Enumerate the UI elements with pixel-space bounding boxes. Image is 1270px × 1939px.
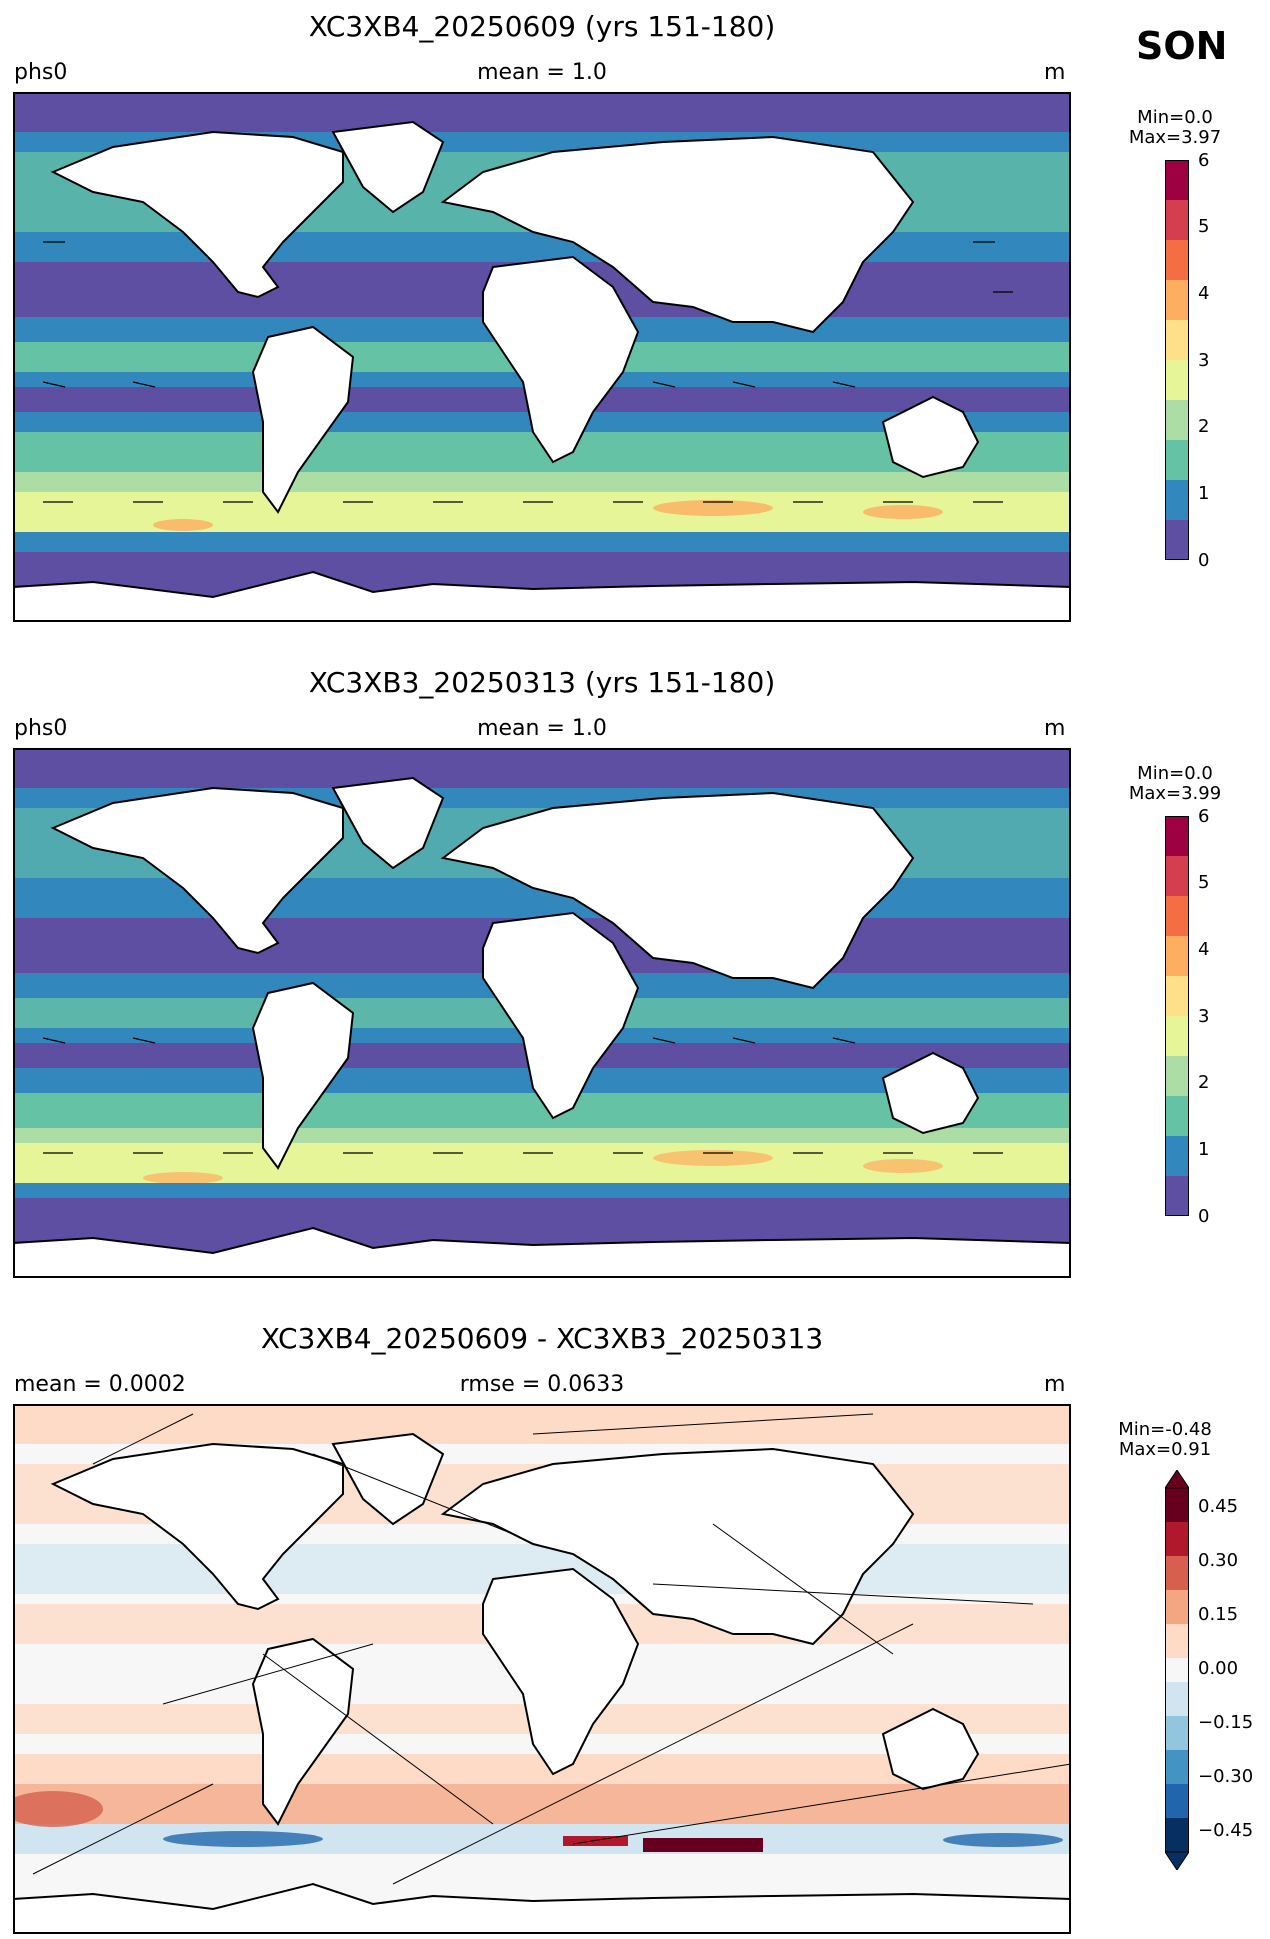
panel3-colorbar: [1165, 1470, 1189, 1870]
panel2-tick-3: 3: [1198, 1006, 1210, 1027]
panel2-units-label: m: [1044, 716, 1066, 741]
panel3-min-text: Min=-0.48: [1118, 1419, 1212, 1440]
panel3-rmse-label: rmse = 0.0633: [459, 1372, 625, 1397]
panel3-tick-6: −0.45: [1198, 1820, 1254, 1841]
panel3-tick-4: −0.15: [1198, 1712, 1254, 1733]
panel2-min-text: Min=0.0: [1137, 763, 1213, 784]
panel3-tick-5: −0.30: [1198, 1766, 1254, 1787]
panel2-colorbar: [1165, 816, 1189, 1216]
panel1-title: XC3XB4_20250609 (yrs 151-180): [308, 10, 776, 43]
panel2-tick-1: 1: [1198, 1139, 1210, 1160]
panel2-variable-label: phs0: [14, 716, 68, 741]
panel2-tick-5: 5: [1198, 872, 1210, 893]
season-label: SON: [1136, 24, 1228, 68]
panel3-mean-label: mean = 0.0002: [14, 1372, 186, 1397]
panel3-units-label: m: [1044, 1372, 1066, 1397]
panel1-colorbar: [1165, 160, 1189, 560]
panel1-mean-label: mean = 1.0: [477, 60, 607, 85]
panel1-tick-1: 1: [1198, 483, 1210, 504]
panel1-map: [13, 92, 1071, 622]
panel1-tick-3: 3: [1198, 350, 1210, 371]
panel3-map: [13, 1404, 1071, 1934]
panel1-tick-0: 0: [1198, 550, 1210, 571]
panel2-tick-0: 0: [1198, 1206, 1210, 1227]
panel3-tick-3: 0.00: [1198, 1658, 1239, 1679]
panel1-tick-4: 4: [1198, 283, 1210, 304]
panel2-tick-2: 2: [1198, 1072, 1210, 1093]
panel1-max-text: Max=3.97: [1128, 127, 1222, 148]
panel1-tick-5: 5: [1198, 216, 1210, 237]
panel3-title: XC3XB4_20250609 - XC3XB3_20250313: [260, 1322, 824, 1355]
panel2-title: XC3XB3_20250313 (yrs 151-180): [308, 666, 776, 699]
panel2-tick-6: 6: [1198, 806, 1210, 827]
panel1-variable-label: phs0: [14, 60, 68, 85]
panel1-tick-6: 6: [1198, 150, 1210, 171]
panel2-mean-label: mean = 1.0: [477, 716, 607, 741]
panel2-tick-4: 4: [1198, 939, 1210, 960]
panel3-tick-2: 0.15: [1198, 1604, 1239, 1625]
panel3-tick-1: 0.30: [1198, 1550, 1239, 1571]
panel3-max-text: Max=0.91: [1118, 1439, 1212, 1460]
panel1-min-text: Min=0.0: [1137, 107, 1213, 128]
panel2-max-text: Max=3.99: [1128, 783, 1222, 804]
panel1-tick-2: 2: [1198, 416, 1210, 437]
panel2-map: [13, 748, 1071, 1278]
panel3-tick-0: 0.45: [1198, 1496, 1239, 1517]
panel1-units-label: m: [1044, 60, 1066, 85]
